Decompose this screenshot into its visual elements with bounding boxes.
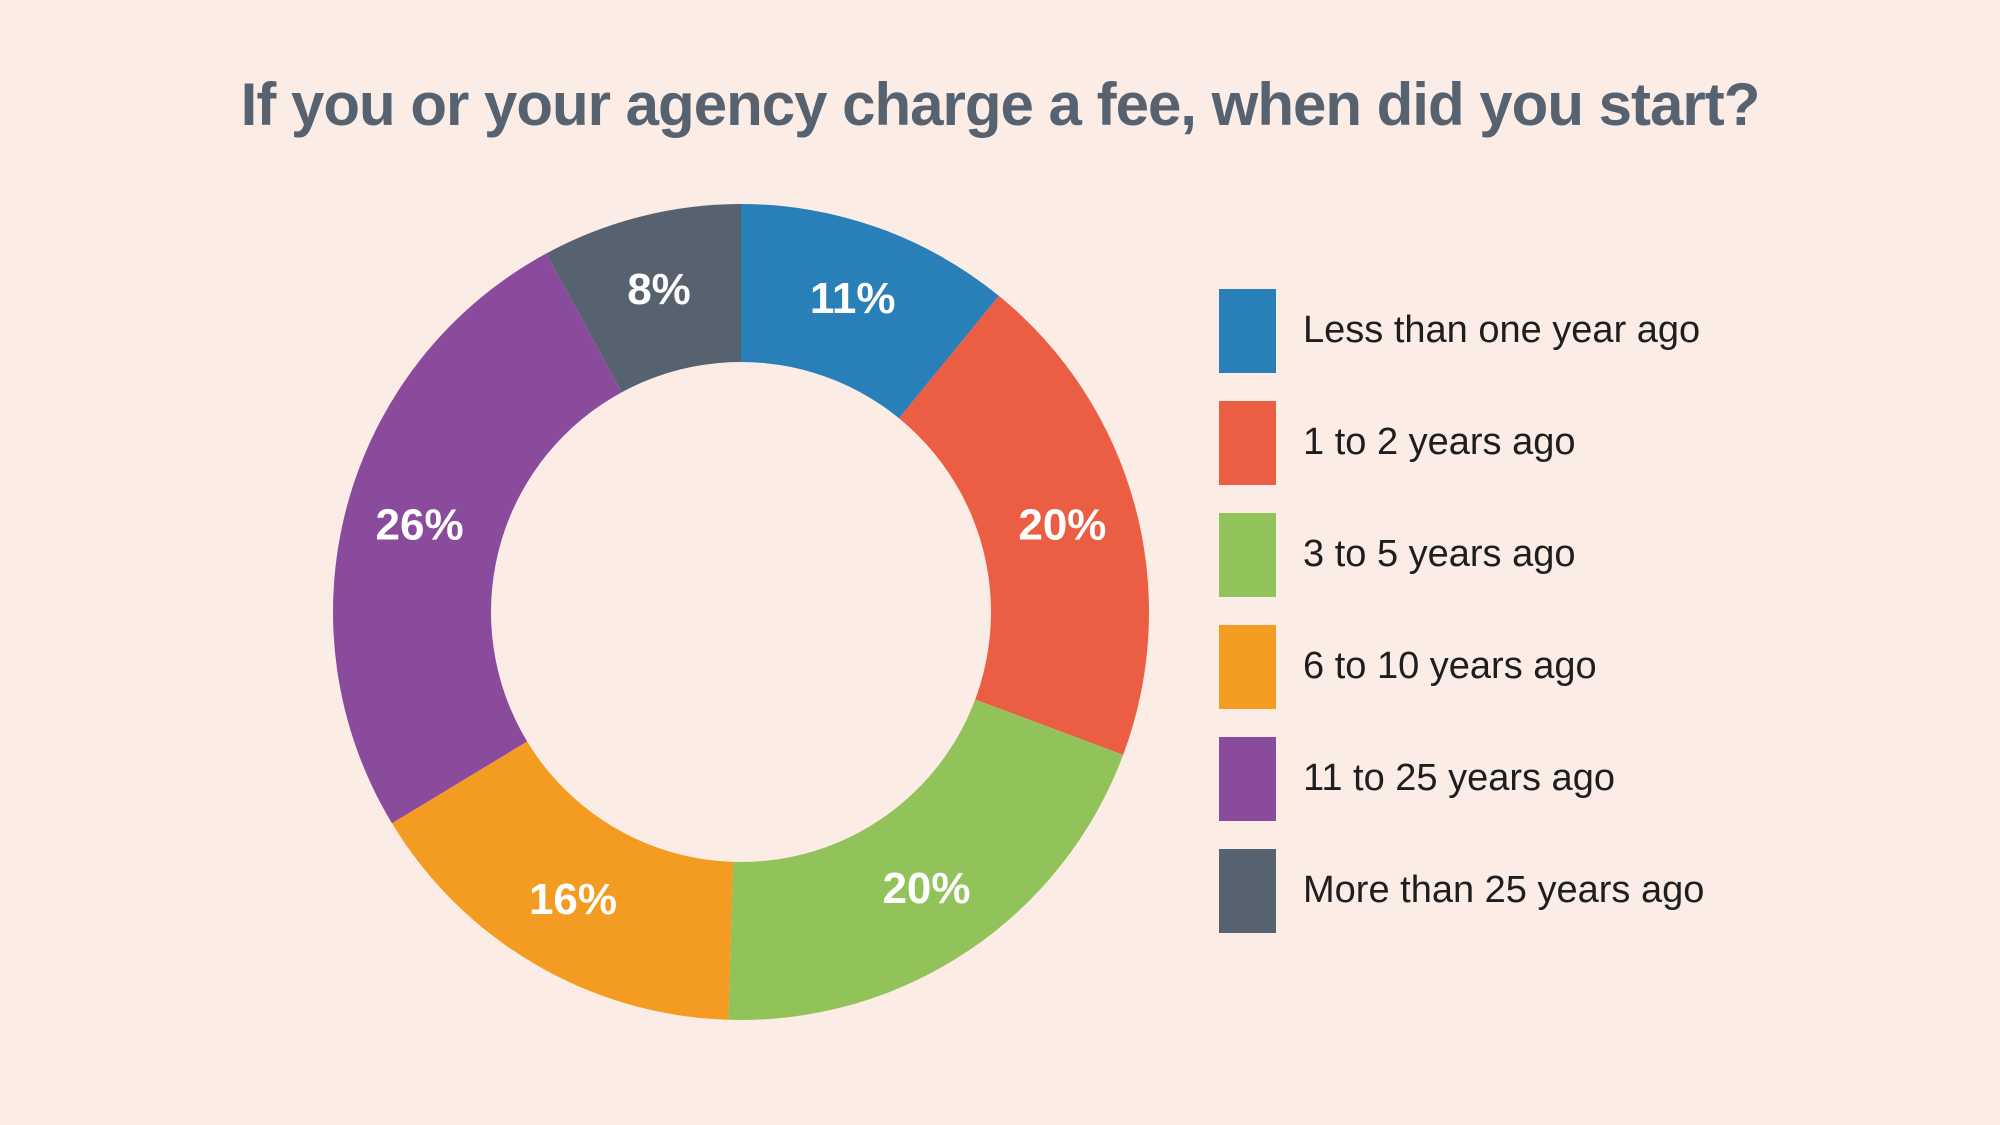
slice-label-more-than-25-years-ago: 8% (627, 265, 691, 314)
chart-title: If you or your agency charge a fee, when… (240, 71, 1761, 138)
legend-item-3-to-5-years-ago: 3 to 5 years ago (1219, 513, 1919, 597)
legend-swatch (1219, 737, 1276, 821)
slice-label-6-to-10-years-ago: 16% (529, 875, 617, 924)
slice-label-3-to-5-years-ago: 20% (882, 864, 970, 913)
slice-labels: 11% 20% 20% 16% 26% 8% (376, 265, 1107, 924)
legend-swatch (1219, 289, 1276, 373)
legend-label: 11 to 25 years ago (1303, 757, 1615, 799)
legend-swatch (1219, 625, 1276, 709)
legend-item-11-to-25-years-ago: 11 to 25 years ago (1219, 737, 1919, 821)
legend-label: 6 to 10 years ago (1303, 645, 1597, 687)
legend-item-more-than-25-years-ago: More than 25 years ago (1219, 849, 1919, 933)
legend-swatch (1219, 513, 1276, 597)
slice-label-11-to-25-years-ago: 26% (376, 501, 464, 550)
legend-item-6-to-10-years-ago: 6 to 10 years ago (1219, 625, 1919, 709)
legend-swatch (1219, 401, 1276, 485)
slice-label-less-than-one-year-ago: 11% (810, 274, 896, 323)
legend-label: More than 25 years ago (1303, 869, 1705, 911)
slice-label-1-to-2-years-ago: 20% (1018, 501, 1106, 550)
legend-item-less-than-one-year-ago: Less than one year ago (1219, 289, 1919, 373)
legend-label: 1 to 2 years ago (1303, 421, 1576, 463)
donut-hole (491, 362, 991, 862)
legend-label: Less than one year ago (1303, 309, 1701, 351)
legend-item-1-to-2-years-ago: 1 to 2 years ago (1219, 401, 1919, 485)
legend-label: 3 to 5 years ago (1303, 533, 1576, 575)
legend-swatch (1219, 849, 1276, 933)
